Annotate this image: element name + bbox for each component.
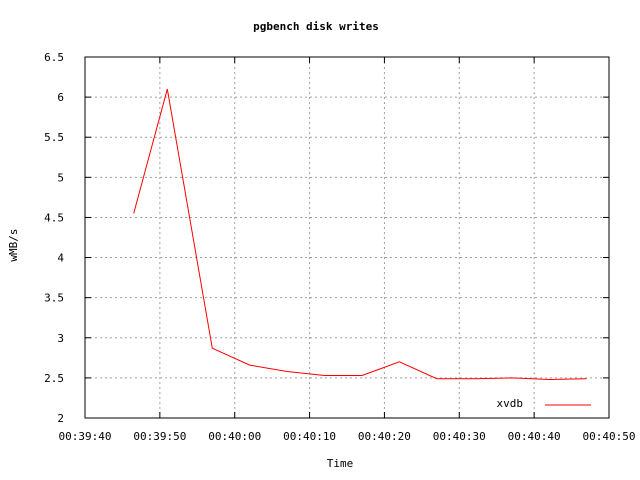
x-tick-label: 00:40:50 [583,430,636,443]
y-tick-label: 2.5 [44,372,64,385]
x-tick-label: 00:40:40 [508,430,561,443]
legend: xvdb [497,397,591,410]
x-tick-label: 00:40:10 [283,430,336,443]
grid [85,57,609,418]
y-axis-label: wMB/s [7,228,20,261]
series-group [133,88,587,381]
x-axis-ticks: 00:39:40 00:39:50 00:40:00 00:40:10 00:40:20… [59,57,636,443]
x-tick-label: 00:39:40 [59,430,112,443]
x-axis-label: Time [327,457,354,470]
x-tick-label: 00:40:20 [358,430,411,443]
x-tick-label: 00:40:30 [433,430,486,443]
y-axis-ticks: 2 2.5 3 3.5 4 4.5 5 5.5 6 6.5 [44,51,609,425]
y-tick-label: 3 [57,332,64,345]
y-tick-label: 6 [57,91,64,104]
x-tick-label: 00:39:50 [133,430,186,443]
y-tick-label: 2 [57,412,64,425]
legend-label-xvdb: xvdb [497,397,524,410]
y-tick-label: 6.5 [44,51,64,64]
series-line-xvdb [133,88,587,381]
y-tick-label: 4.5 [44,211,64,224]
y-tick-label: 5 [57,171,64,184]
chart-title: pgbench disk writes [253,20,379,33]
plot-frame [84,56,610,419]
x-tick-label: 00:40:00 [208,430,261,443]
y-tick-label: 5.5 [44,131,64,144]
y-tick-label: 3.5 [44,292,64,305]
y-tick-label: 4 [57,252,64,265]
